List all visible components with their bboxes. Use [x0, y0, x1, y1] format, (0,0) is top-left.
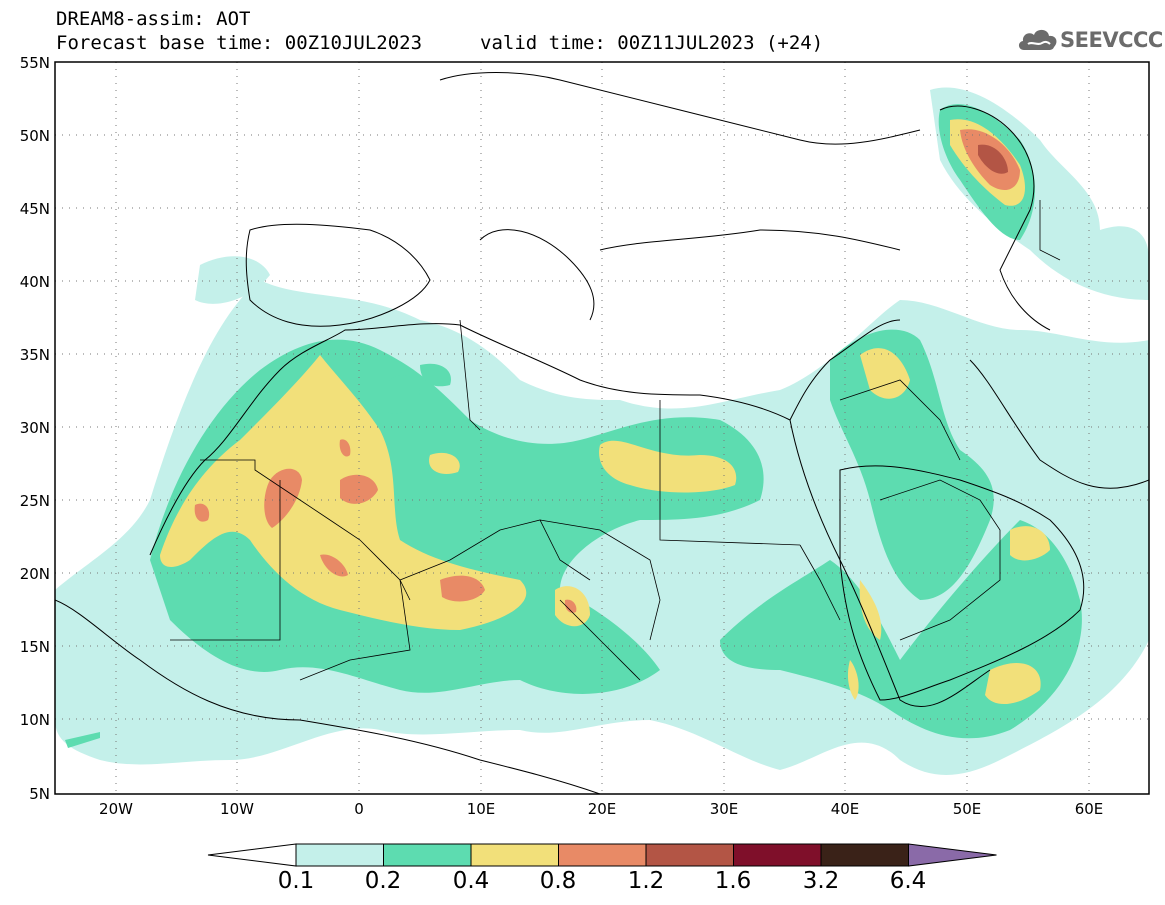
lon-tick: 0 — [354, 800, 364, 818]
lat-tick: 35N — [19, 346, 50, 364]
coastlines — [55, 72, 1149, 794]
lat-tick: 15N — [19, 638, 50, 656]
seevccc-logo: SEEVCCC — [1016, 22, 1163, 58]
lon-tick: 10E — [466, 800, 496, 818]
country-borders — [170, 200, 1061, 681]
lat-lon-grid — [55, 62, 1149, 794]
colorbar-label: 1.2 — [627, 868, 665, 894]
aot-field-1-2 — [978, 144, 1008, 174]
colorbar-label: 0.8 — [539, 868, 577, 894]
title-line-1: DREAM8-assim: AOT — [56, 8, 251, 30]
colorbar-label: 1.6 — [714, 868, 752, 894]
lon-tick: 40E — [830, 800, 860, 818]
lon-tick: 60E — [1074, 800, 1104, 818]
colorbar-label: 0.2 — [364, 868, 402, 894]
lat-tick: 50N — [19, 127, 50, 145]
lon-tick: 50E — [952, 800, 982, 818]
cloud-icon — [1018, 29, 1057, 50]
lon-tick: 10W — [220, 800, 254, 818]
lon-tick: 20E — [587, 800, 617, 818]
lat-tick: 30N — [19, 419, 50, 437]
lat-tick: 25N — [19, 492, 50, 510]
lat-tick: 5N — [29, 785, 50, 803]
lon-tick: 30E — [709, 800, 739, 818]
lat-tick: 10N — [19, 711, 50, 729]
colorbar-label: 3.2 — [802, 868, 840, 894]
lat-tick: 55N — [19, 54, 50, 72]
valid-time: valid time: 00Z11JUL2023 (+24) — [480, 32, 824, 54]
forecast-base-time: Forecast base time: 00Z10JUL2023 — [56, 32, 423, 54]
colorbar-label: 0.1 — [277, 868, 315, 894]
colorbar-label: 6.4 — [889, 868, 927, 894]
lat-tick: 45N — [19, 200, 50, 218]
logo-text: SEEVCCC — [1060, 28, 1163, 52]
lat-tick: 40N — [19, 273, 50, 291]
lon-tick: 20W — [99, 800, 133, 818]
map-frame — [54, 61, 1150, 795]
lat-tick: 20N — [19, 565, 50, 583]
colorbar-label: 0.4 — [452, 868, 490, 894]
